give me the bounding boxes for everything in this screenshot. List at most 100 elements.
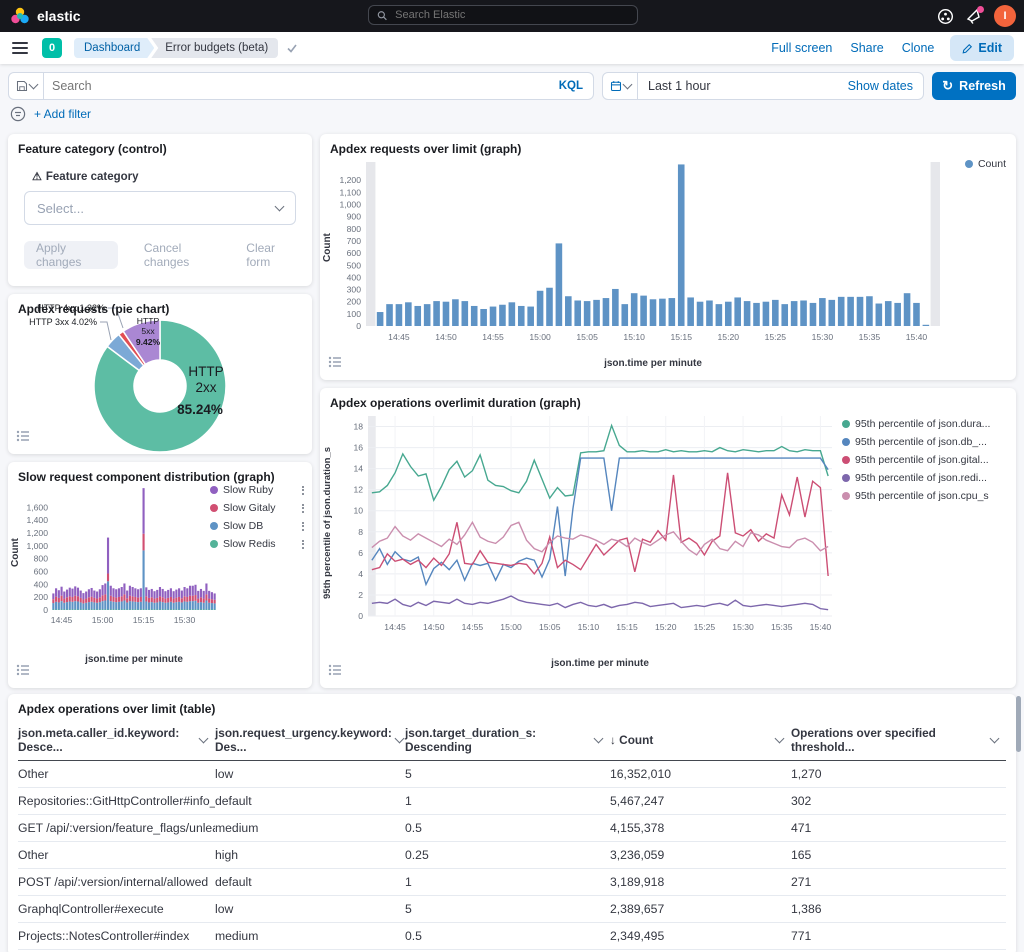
bar-segment[interactable] — [96, 599, 98, 603]
bar[interactable] — [885, 301, 892, 326]
bar[interactable] — [480, 309, 487, 326]
bar-segment[interactable] — [129, 601, 131, 609]
bar-segment[interactable] — [211, 592, 213, 599]
bar-segment[interactable] — [112, 588, 114, 597]
bar-segment[interactable] — [164, 603, 166, 610]
bar-segment[interactable] — [71, 609, 73, 610]
bar[interactable] — [405, 302, 412, 326]
bar-segment[interactable] — [55, 602, 57, 610]
bar-segment[interactable] — [162, 602, 164, 609]
bar[interactable] — [556, 243, 563, 326]
bar-segment[interactable] — [115, 602, 117, 609]
bar-segment[interactable] — [82, 593, 84, 599]
bar-segment[interactable] — [203, 591, 205, 599]
bar-segment[interactable] — [80, 609, 82, 610]
bar-segment[interactable] — [88, 589, 90, 597]
bar-segment[interactable] — [140, 597, 142, 602]
bar[interactable] — [772, 300, 779, 326]
bar[interactable] — [838, 297, 845, 326]
bar[interactable] — [716, 304, 723, 326]
bar[interactable] — [828, 300, 835, 326]
cloud-icon[interactable] — [937, 8, 954, 25]
bar-segment[interactable] — [110, 601, 112, 609]
bar-segment[interactable] — [148, 590, 150, 598]
bar-segment[interactable] — [121, 596, 123, 601]
bar-segment[interactable] — [211, 599, 213, 603]
bar-segment[interactable] — [55, 588, 57, 596]
panel-legend-toggle-icon[interactable] — [16, 429, 30, 448]
table-row[interactable]: GET /api/:version/feature_flags/unleash.… — [18, 815, 1006, 842]
bar-segment[interactable] — [184, 609, 186, 610]
bar-segment[interactable] — [197, 609, 199, 610]
bar-segment[interactable] — [126, 591, 128, 599]
bar-segment[interactable] — [63, 592, 65, 599]
bar[interactable] — [621, 304, 628, 326]
legend-item[interactable]: Slow Gitaly — [210, 502, 306, 514]
bar-segment[interactable] — [69, 588, 71, 597]
bar-segment[interactable] — [194, 609, 196, 610]
bar-segment[interactable] — [88, 609, 90, 610]
bar-segment[interactable] — [85, 599, 87, 603]
table-row[interactable]: Repositories::GitHttpController#info_ref… — [18, 788, 1006, 815]
bar-segment[interactable] — [63, 599, 65, 603]
bar[interactable] — [904, 293, 911, 326]
bar-segment[interactable] — [66, 597, 68, 602]
bar[interactable] — [913, 303, 920, 326]
table-row[interactable]: POST /api/:version/internal/alloweddefau… — [18, 869, 1006, 896]
bar-segment[interactable] — [118, 602, 120, 610]
bar-segment[interactable] — [170, 588, 172, 597]
bar-segment[interactable] — [123, 609, 125, 610]
bar[interactable] — [414, 306, 421, 326]
bar[interactable] — [819, 298, 826, 326]
bar-segment[interactable] — [162, 597, 164, 602]
bar-segment[interactable] — [104, 609, 106, 610]
bar[interactable] — [866, 296, 873, 326]
bar-segment[interactable] — [156, 602, 158, 609]
bar[interactable] — [443, 302, 450, 326]
bar-segment[interactable] — [102, 609, 104, 610]
bar-segment[interactable] — [145, 596, 147, 601]
bar-segment[interactable] — [148, 598, 150, 602]
feature-category-select[interactable]: Select... — [24, 191, 296, 225]
bar-segment[interactable] — [58, 590, 60, 598]
bar-segment[interactable] — [91, 597, 93, 602]
bar-segment[interactable] — [137, 589, 139, 597]
bar-segment[interactable] — [192, 586, 194, 596]
bar[interactable] — [471, 306, 478, 326]
bar-segment[interactable] — [118, 588, 120, 597]
bar-segment[interactable] — [200, 597, 202, 602]
bar-segment[interactable] — [74, 601, 76, 609]
bar-segment[interactable] — [121, 601, 123, 609]
line-series[interactable] — [372, 425, 828, 500]
bar-segment[interactable] — [181, 602, 183, 609]
bar[interactable] — [791, 301, 798, 326]
bar-segment[interactable] — [200, 609, 202, 610]
bar-segment[interactable] — [121, 587, 123, 596]
bar-segment[interactable] — [159, 587, 161, 596]
bar-segment[interactable] — [153, 599, 155, 603]
bar-segment[interactable] — [208, 591, 210, 599]
bar[interactable] — [424, 304, 431, 326]
bar-segment[interactable] — [134, 588, 136, 597]
bar-segment[interactable] — [151, 597, 153, 602]
bar[interactable] — [810, 303, 817, 326]
menu-icon[interactable] — [12, 42, 28, 54]
filter-options-icon[interactable] — [10, 106, 26, 122]
bar-segment[interactable] — [214, 603, 216, 609]
bar-segment[interactable] — [186, 588, 188, 597]
bar-segment[interactable] — [99, 602, 101, 609]
panel-legend-toggle-icon[interactable] — [328, 355, 342, 374]
bar-segment[interactable] — [112, 609, 114, 610]
bar-segment[interactable] — [167, 602, 169, 609]
bar-segment[interactable] — [61, 601, 63, 609]
bar-segment[interactable] — [156, 598, 158, 602]
bar[interactable] — [650, 299, 657, 326]
line-series[interactable] — [372, 596, 828, 610]
bar-segment[interactable] — [74, 609, 76, 610]
bar[interactable] — [894, 303, 901, 326]
panel-legend-toggle-icon[interactable] — [16, 663, 30, 682]
bar[interactable] — [593, 300, 600, 326]
clear-form-button[interactable]: Clear form — [246, 241, 296, 269]
bar-segment[interactable] — [80, 591, 82, 598]
apply-changes-button[interactable]: Apply changes — [24, 241, 118, 269]
